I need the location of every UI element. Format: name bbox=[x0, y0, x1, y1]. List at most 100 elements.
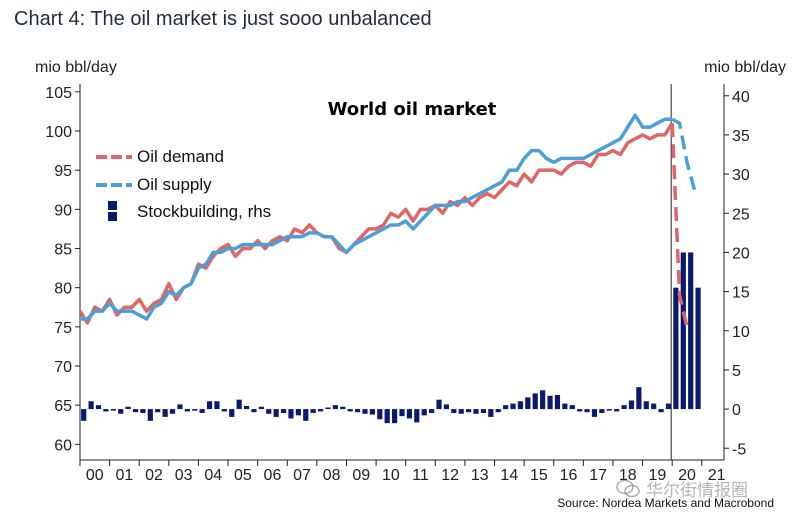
stockbuilding-bar bbox=[451, 409, 457, 413]
stockbuilding-bar bbox=[540, 390, 546, 410]
stockbuilding-bar bbox=[132, 409, 139, 413]
stockbuilding-bar bbox=[340, 406, 346, 410]
stockbuilding-bar bbox=[643, 401, 649, 410]
stockbuilding-bar bbox=[199, 409, 205, 413]
stockbuilding-bar bbox=[81, 409, 87, 421]
stockbuilding-bar bbox=[347, 409, 353, 412]
stockbuilding-bar bbox=[140, 409, 146, 413]
stockbuilding-bar bbox=[503, 405, 509, 410]
x-tick-label: 10 bbox=[382, 467, 400, 484]
x-tick-label: 11 bbox=[412, 467, 429, 484]
x-tick-label: 00 bbox=[86, 467, 104, 484]
stockbuilding-bar bbox=[103, 409, 109, 412]
stockbuilding-bar bbox=[614, 409, 620, 412]
x-tick-label: 09 bbox=[352, 467, 370, 484]
stockbuilding-bar bbox=[332, 405, 338, 410]
stockbuilding-bar bbox=[288, 409, 294, 419]
stockbuilding-bar bbox=[525, 397, 531, 410]
left-tick-label: 85 bbox=[54, 242, 72, 259]
stockbuilding-bar bbox=[688, 252, 694, 410]
stockbuilding-bar bbox=[443, 404, 450, 410]
stockbuilding-bar bbox=[317, 409, 324, 412]
x-tick-label: 17 bbox=[589, 467, 607, 484]
x-tick-label: 02 bbox=[145, 467, 163, 484]
right-tick-label: 20 bbox=[732, 245, 750, 262]
stockbuilding-bar bbox=[184, 409, 190, 412]
stockbuilding-bar bbox=[243, 405, 250, 410]
watermark-text: 华尔街情报圈 bbox=[646, 481, 748, 500]
legend: Oil demand Oil supply Stockbuilding, rhs bbox=[96, 147, 271, 221]
stockbuilding-bar bbox=[147, 409, 153, 421]
legend-stock-label: Stockbuilding, rhs bbox=[137, 202, 271, 221]
left-tick-label: 65 bbox=[54, 398, 72, 415]
left-tick-label: 75 bbox=[54, 320, 72, 337]
stockbuilding-bar bbox=[651, 403, 657, 410]
left-tick-label: 95 bbox=[54, 163, 72, 180]
stockbuilding-bar bbox=[125, 406, 131, 410]
demand-projection-line bbox=[670, 123, 689, 328]
stockbuilding-bar bbox=[310, 409, 316, 413]
stockbuilding-bar bbox=[369, 409, 375, 415]
legend-supply-label: Oil supply bbox=[137, 175, 212, 194]
stockbuilding-bar bbox=[377, 409, 383, 420]
stockbuilding-bar bbox=[569, 405, 575, 410]
stockbuilding-bar bbox=[362, 409, 368, 414]
x-tick-label: 05 bbox=[234, 467, 252, 484]
stockbuilding-bar bbox=[206, 401, 213, 410]
stockbuilding-bar bbox=[192, 409, 198, 411]
supply-line bbox=[80, 113, 673, 321]
stockbuilding-bar bbox=[673, 287, 679, 410]
x-tick-label: 03 bbox=[175, 467, 193, 484]
stockbuilding-bar bbox=[251, 409, 257, 413]
wechat-icon bbox=[616, 479, 640, 497]
stockbuilding-bar bbox=[577, 409, 583, 412]
stockbuilding-bar bbox=[155, 409, 161, 413]
legend-demand-label: Oil demand bbox=[137, 147, 224, 166]
stockbuilding-bar bbox=[229, 409, 235, 417]
page-title: Chart 4: The oil market is just sooo unb… bbox=[14, 8, 432, 30]
source-note: Source: Nordea Markets and Macrobond bbox=[557, 496, 774, 510]
x-tick-label: 06 bbox=[264, 467, 282, 484]
stockbuilding-bar bbox=[421, 409, 427, 416]
x-tick-label: 08 bbox=[323, 467, 341, 484]
stockbuilding-bar bbox=[384, 409, 390, 424]
stockbuilding-bar bbox=[399, 409, 405, 417]
stockbuilding-bar bbox=[162, 409, 168, 417]
right-tick-label: -5 bbox=[732, 441, 746, 458]
stockbuilding-bar bbox=[599, 409, 605, 413]
stockbuilding-bar bbox=[495, 409, 501, 413]
legend-stock-swatch-top bbox=[108, 201, 117, 210]
stockbuilding-bar bbox=[591, 409, 598, 417]
stockbuilding-bar bbox=[221, 409, 227, 412]
stockbuilding-bar bbox=[169, 409, 176, 414]
right-tick-label: 25 bbox=[732, 206, 750, 223]
left-tick-label: 105 bbox=[45, 85, 72, 102]
stockbuilding-bar bbox=[258, 406, 264, 410]
stockbuilding-bar bbox=[665, 403, 672, 410]
x-tick-label: 16 bbox=[560, 467, 578, 484]
left-tick-label: 70 bbox=[54, 359, 72, 376]
stockbuilding-bar bbox=[695, 287, 701, 410]
stockbuilding-bar bbox=[280, 409, 287, 413]
stockbuilding-bar bbox=[488, 409, 494, 417]
stockbuilding-bar bbox=[473, 409, 479, 414]
legend-stock-swatch-bottom bbox=[108, 212, 117, 221]
stockbuilding-bar bbox=[354, 409, 361, 413]
left-tick-label: 100 bbox=[45, 124, 72, 141]
stockbuilding-bar bbox=[606, 409, 612, 411]
stockbuilding-bar bbox=[436, 399, 442, 410]
stockbuilding-bar bbox=[466, 409, 472, 413]
stockbuilding-bar bbox=[554, 394, 561, 410]
stockbuilding-bar bbox=[325, 407, 331, 410]
watermark: 华尔街情报圈 bbox=[616, 476, 748, 501]
stockbuilding-bar bbox=[88, 401, 94, 410]
x-tick-label: 13 bbox=[471, 467, 489, 484]
stockbuilding-bar bbox=[266, 409, 272, 414]
right-tick-label: 15 bbox=[732, 285, 750, 302]
stockbuilding-bar bbox=[562, 403, 568, 410]
stockbuilding-bar bbox=[532, 393, 538, 410]
stockbuilding-bar bbox=[214, 401, 220, 410]
x-tick-label: 21 bbox=[708, 467, 726, 484]
stockbuilding-bar bbox=[295, 409, 301, 416]
x-tick-label: 14 bbox=[500, 467, 518, 484]
